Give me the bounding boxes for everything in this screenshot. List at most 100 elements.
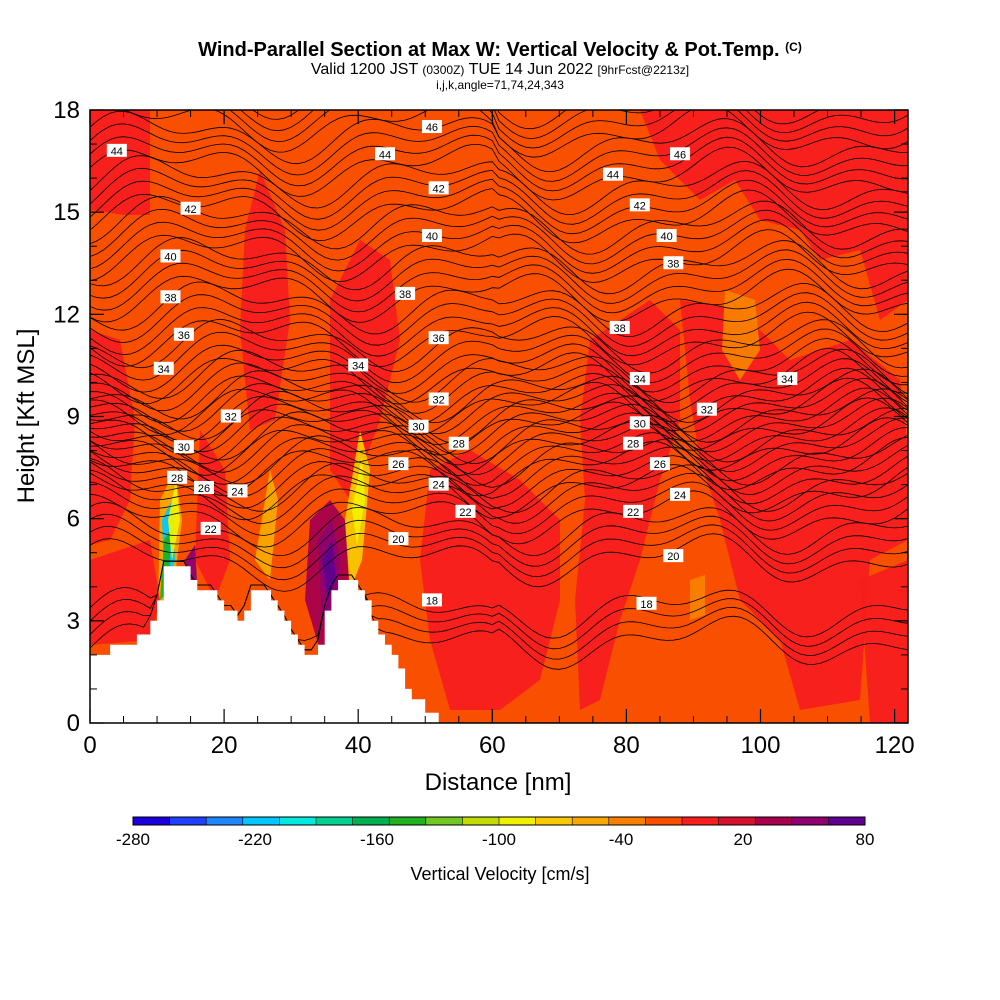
forecast-info: [9hrFcst@2213z] [597, 63, 690, 77]
contour-label-bg [180, 201, 201, 215]
contour-label-bg [167, 470, 188, 484]
theta-contour-30-2 [90, 378, 908, 435]
theta-contour-36-1 [90, 301, 908, 357]
contour-label-28-31: 28 [167, 470, 188, 485]
contour-label-bg [428, 181, 449, 195]
contour-label-text: 46 [426, 122, 438, 134]
contour-label-text: 34 [352, 360, 364, 372]
theta-contour-46-1 [229, 110, 908, 149]
theta-contour-40-2 [90, 208, 908, 265]
contour-label-32-22: 32 [428, 392, 449, 406]
contour-label-38-13: 38 [395, 286, 416, 301]
theta-contour-22-3 [90, 458, 908, 514]
contour-label-44-2: 44 [375, 147, 396, 161]
colorbar-tick-label: -40 [609, 830, 634, 849]
contour-label-text: 44 [607, 170, 619, 182]
contour-label-bg [153, 361, 174, 375]
theta-contour-24-2 [90, 444, 908, 499]
theta-contour-32-0 [90, 377, 908, 436]
x-tick-label: 80 [613, 732, 640, 759]
contour-label-bg [388, 457, 409, 471]
contour-label-text: 34 [158, 364, 170, 376]
contour-label-42-7: 42 [629, 198, 650, 212]
contour-label-20-40: 20 [663, 549, 684, 563]
velocity-region-14 [322, 540, 336, 600]
contour-label-bg [106, 143, 127, 157]
contour-label-bg [408, 419, 429, 433]
contour-label-bg [696, 402, 717, 416]
contour-label-24-34: 24 [428, 477, 449, 492]
x-axis-label: Distance [nm] [425, 769, 572, 796]
velocity-region-21 [168, 480, 180, 560]
chart-subtitle: Valid 1200 JST (0300Z) TUE 14 Jun 2022 [… [0, 61, 1000, 79]
theta-contour-46-3 [252, 110, 820, 130]
contour-label-bg [428, 392, 449, 406]
y-tick-label: 0 [67, 710, 80, 737]
contour-label-text: 36 [178, 330, 190, 342]
x-tick-label: 40 [345, 732, 372, 759]
contour-label-28-27: 28 [448, 436, 469, 451]
theta-contour-20-2 [90, 513, 908, 569]
colorbar-swatch-10 [499, 817, 536, 825]
velocity-region-17 [255, 470, 278, 580]
contour-label-text: 44 [111, 146, 123, 158]
theta-contour-30-3 [90, 368, 908, 424]
contour-label-bg [421, 593, 442, 607]
contour-label-text: 42 [634, 200, 646, 212]
contour-label-26-32: 26 [193, 481, 214, 495]
colorbar-tick-label: 20 [734, 830, 753, 849]
theta-contour-22-0 [90, 490, 908, 548]
theta-contour-24-1 [90, 455, 908, 510]
contour-label-bg [173, 440, 194, 454]
theta-contour-34-3 [90, 319, 908, 374]
contour-label-bg [623, 436, 644, 450]
contour-label-bg [670, 487, 691, 501]
theta-contour-32-2 [90, 358, 908, 414]
colorbar-swatch-14 [645, 817, 683, 825]
contour-label-46-3: 46 [670, 147, 691, 161]
contour-label-38-12: 38 [160, 290, 181, 304]
contour-label-bg [421, 120, 442, 134]
colorbar-swatch-3 [242, 817, 280, 825]
contour-label-bg [173, 327, 194, 341]
theta-contour-42-2 [90, 167, 908, 225]
contour-label-bg [629, 372, 650, 386]
x-tick-label: 0 [83, 732, 96, 759]
contour-label-text: 34 [781, 374, 793, 386]
y-tick-label: 15 [53, 199, 80, 226]
contour-label-text: 38 [164, 292, 176, 304]
theta-contour-40-0 [90, 229, 908, 283]
contour-label-30-26: 30 [629, 416, 650, 430]
contour-label-36-15: 36 [173, 327, 194, 342]
contour-label-text: 20 [667, 551, 679, 563]
theta-contour-32-1 [90, 367, 908, 425]
contour-label-text: 28 [171, 473, 183, 485]
y-tick-label: 12 [53, 301, 80, 328]
theta-contour-36-0 [90, 311, 908, 368]
contour-label-40-10: 40 [656, 229, 677, 243]
colorbar-swatch-8 [425, 817, 463, 825]
contour-label-30-24: 30 [173, 440, 194, 454]
theta-contour-38-1 [90, 258, 908, 314]
velocity-region-4 [420, 450, 560, 710]
contour-label-44-0: 44 [106, 143, 127, 158]
contour-label-bg [455, 504, 476, 518]
valid-utc: (0300Z) [422, 63, 465, 77]
contour-label-bg [602, 167, 623, 181]
colorbar-swatch-17 [755, 817, 793, 825]
contour-label-bg [227, 484, 248, 498]
x-tick-label: 100 [740, 732, 780, 759]
velocity-region-16 [352, 455, 365, 545]
theta-contour-20-1 [90, 524, 908, 581]
contour-label-bg [220, 409, 241, 423]
contour-label-18-42: 18 [636, 596, 657, 611]
copyright-mark: (C) [785, 40, 802, 54]
x-tick-label: 120 [875, 732, 915, 759]
contour-label-text: 28 [627, 439, 639, 451]
contour-label-text: 36 [433, 333, 445, 345]
colorbar-swatch-0 [133, 817, 170, 825]
contour-label-32-23: 32 [696, 402, 717, 417]
contour-label-bg [663, 256, 684, 270]
